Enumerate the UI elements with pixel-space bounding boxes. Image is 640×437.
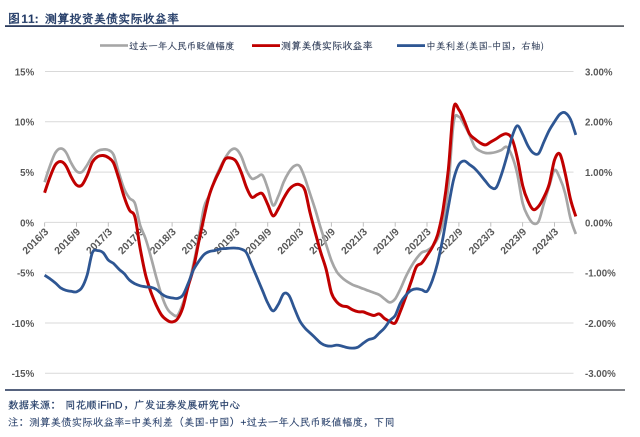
svg-text:-2.00%: -2.00% <box>585 319 616 330</box>
svg-text:-3.00%: -3.00% <box>585 369 616 380</box>
svg-text:-1.00%: -1.00% <box>585 269 616 280</box>
svg-text:0%: 0% <box>20 218 34 229</box>
svg-text:0.00%: 0.00% <box>585 218 613 229</box>
svg-text:15%: 15% <box>15 67 35 78</box>
svg-text:10%: 10% <box>15 118 35 129</box>
svg-text:2.00%: 2.00% <box>585 118 613 129</box>
svg-text:-15%: -15% <box>12 369 35 380</box>
svg-text:-5%: -5% <box>17 269 35 280</box>
svg-text:-10%: -10% <box>12 319 35 330</box>
svg-text:5%: 5% <box>20 168 34 179</box>
svg-text:3.00%: 3.00% <box>585 67 613 78</box>
svg-text:1.00%: 1.00% <box>585 168 613 179</box>
